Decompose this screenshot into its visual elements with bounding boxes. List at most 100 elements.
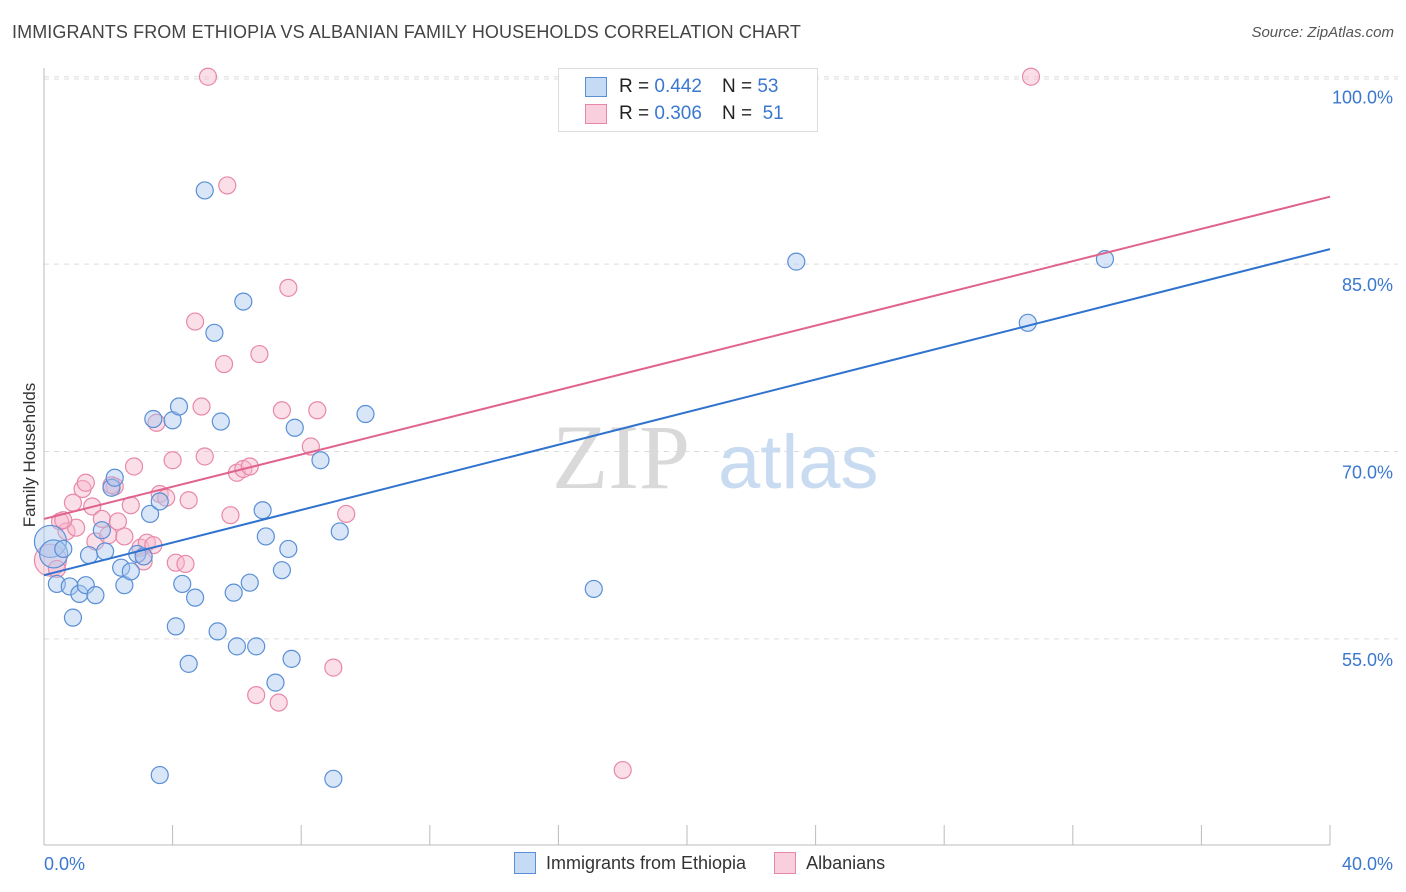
watermark-atlas: atlas [718, 420, 879, 505]
y-tick-label: 100.0% [1332, 88, 1393, 108]
albanians-point [195, 447, 214, 466]
ethiopia-point [186, 588, 205, 607]
ethiopia-point [102, 478, 121, 497]
ethiopia-point [179, 654, 198, 673]
albanians-point [279, 278, 298, 297]
albanians-point [337, 504, 356, 524]
albanians-point [176, 554, 195, 574]
ethiopia-point [121, 562, 140, 581]
ethiopia-trend-line [43, 248, 1331, 577]
ethiopia-point [272, 561, 292, 580]
ethiopia-point [60, 577, 79, 596]
ethiopia-point [224, 583, 243, 602]
ethiopia-point [787, 252, 806, 271]
legend-item-albanians: Albanians [774, 852, 885, 874]
ethiopia-point [285, 418, 304, 437]
ethiopia-point [256, 527, 275, 546]
albanians-point [247, 685, 266, 705]
ethiopia-point [39, 539, 69, 569]
y-tick-label: 70.0% [1342, 463, 1393, 483]
r-label: R = [619, 103, 650, 124]
albanians-point [124, 457, 144, 476]
ethiopia-point [311, 451, 330, 470]
trend-lines [43, 195, 1331, 577]
albanians-legend-swatch [774, 852, 797, 874]
albanians-point [134, 552, 153, 571]
albanians-n-value: 51 [762, 103, 784, 124]
albanians-point [250, 344, 269, 364]
ethiopia-point [166, 617, 185, 636]
ethiopia-point [169, 397, 189, 416]
albanians-point [269, 693, 288, 712]
albanians-point [308, 401, 327, 420]
ethiopia-legend-label: Immigrants from Ethiopia [546, 852, 747, 873]
ethiopia-point [79, 546, 99, 565]
albanians-point [179, 491, 198, 510]
ethiopia-point [86, 586, 105, 605]
gridlines [44, 76, 1398, 640]
albanians-r-value: 0.306 [654, 103, 702, 124]
axes [43, 68, 1331, 846]
ethiopia-point [140, 504, 160, 524]
albanians-point [214, 354, 234, 374]
ethiopia-point [208, 622, 227, 641]
albanians-point [218, 176, 237, 195]
ethiopia-point [279, 539, 298, 559]
ethiopia-point [330, 522, 349, 541]
ethiopia-point [1018, 313, 1037, 332]
x-tick-label: 40.0% [1342, 854, 1393, 874]
y-tick-label: 85.0% [1342, 275, 1393, 295]
albanians-point [115, 527, 134, 546]
ethiopia-point [76, 576, 95, 595]
albanians-point [324, 658, 343, 677]
albanians-point [272, 401, 292, 420]
ethiopia-point [134, 547, 153, 566]
ethiopia-point [227, 637, 246, 656]
ethiopia-point [150, 492, 169, 511]
ethiopia-point [112, 558, 131, 577]
ethiopia-point [253, 501, 272, 520]
series-legend: Immigrants from Ethiopia Albanians [514, 852, 913, 874]
ethiopia-point [584, 579, 603, 599]
watermark-zip: ZIP [552, 406, 690, 508]
correlation-legend: R = 0.442 N = 53 R = 0.306 N = 51 [558, 68, 818, 132]
albanians-point [1021, 67, 1041, 86]
legend-row-albanians: R = 0.306 N = 51 [585, 102, 784, 126]
ethiopia-swatch [585, 77, 607, 97]
albanians-point [198, 67, 218, 86]
ethiopia-point [92, 521, 111, 540]
albanians-trend-line [43, 195, 1331, 520]
albanians-point [166, 553, 185, 572]
ethiopia-point [240, 573, 259, 592]
ethiopia-legend-swatch [514, 852, 536, 874]
albanians-point [186, 312, 205, 331]
ethiopia-point [150, 765, 169, 785]
ethiopia-point [266, 673, 285, 692]
n-label: N = [721, 103, 753, 124]
ethiopia-point [324, 769, 343, 788]
albanians-point [221, 506, 240, 525]
legend-item-ethiopia: Immigrants from Ethiopia [514, 852, 746, 874]
ethiopia-point [282, 649, 301, 668]
ethiopia-point [144, 409, 163, 429]
ethiopia-point [173, 574, 192, 594]
ethiopia-point [195, 181, 214, 200]
x-tick-label: 0.0% [44, 854, 85, 874]
ethiopia-point [234, 292, 253, 311]
albanians-point [76, 473, 95, 492]
y-axis-label: Family Households [20, 382, 39, 528]
ethiopia-n-value: 53 [757, 76, 779, 97]
r-label: R = [619, 76, 650, 97]
ethiopia-point [105, 468, 124, 487]
source-label: Source: ZipAtlas.com [1251, 24, 1394, 41]
albanians-point [192, 397, 211, 416]
ethiopia-point [356, 404, 375, 424]
ethiopia-point [54, 539, 73, 559]
watermark: ZIP atlas [552, 406, 879, 508]
y-tick-label: 55.0% [1342, 650, 1393, 670]
albanians-point [163, 451, 182, 470]
tick-labels: 55.0% 70.0% 85.0% 100.0% 0.0% 40.0% [44, 88, 1393, 874]
n-label: N = [721, 76, 753, 97]
ethiopia-point [211, 412, 230, 431]
